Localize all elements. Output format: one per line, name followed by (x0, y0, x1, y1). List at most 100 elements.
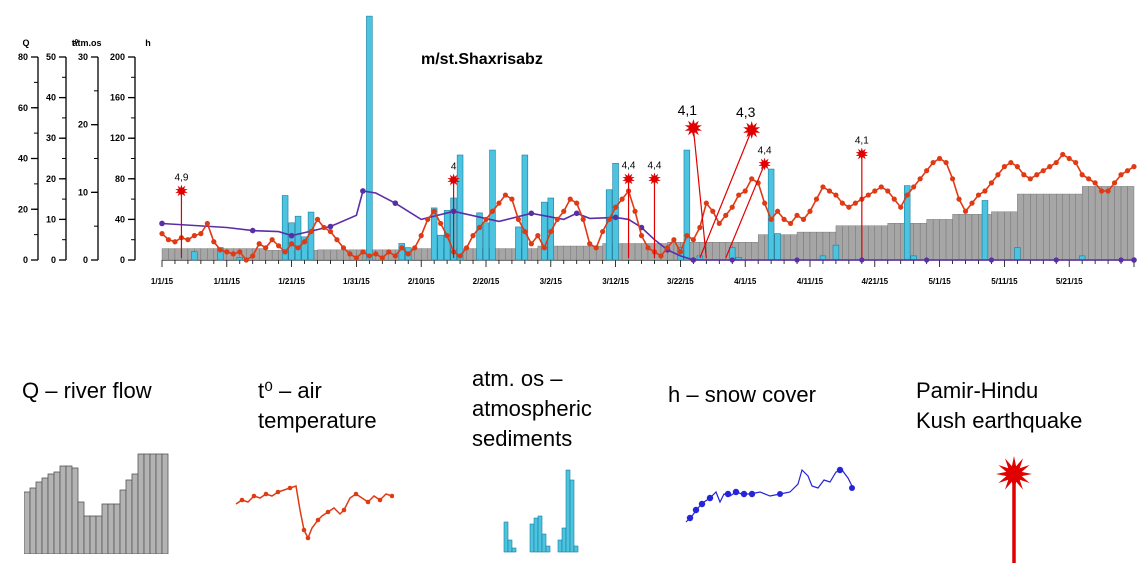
air-temperature-series (159, 151, 1137, 263)
temperature-point (463, 245, 470, 251)
sediment-bar (774, 233, 781, 261)
flow-bar (1030, 193, 1037, 261)
temperature-point (528, 241, 534, 247)
temperature-point (677, 249, 684, 255)
temperature-point (561, 208, 567, 214)
temperature-point (360, 249, 366, 255)
temperature-point (185, 237, 191, 243)
earthquake-star (447, 173, 460, 187)
temperature-point (781, 216, 787, 222)
flow-bar (1088, 186, 1096, 261)
flow-bar (583, 245, 590, 261)
temperature-point (658, 253, 664, 259)
earthquake-magnitude-label: 4,4 (648, 161, 662, 172)
sediment-bar (294, 215, 302, 261)
flow-bar (1049, 193, 1057, 261)
axis-tick-label: 30 (46, 133, 56, 143)
temperature-point (1099, 188, 1105, 194)
temperature-point (820, 184, 826, 190)
temperature-point (301, 239, 308, 245)
snow-cover-point (327, 223, 334, 230)
flow-bar (868, 225, 876, 261)
legend-atm-label: atm. os – atmospheric sediments (472, 364, 592, 454)
sediment-bar (515, 226, 522, 261)
temperature-point (1111, 180, 1118, 186)
temperature-point (373, 251, 379, 257)
temperature-point (191, 233, 197, 239)
axis-title-1: t⁰ (72, 38, 79, 48)
snow-cover-point (159, 220, 165, 227)
axis-tick-label: 0 (51, 255, 56, 265)
sediment-bar (191, 251, 198, 261)
flow-bar (271, 250, 279, 261)
sediment-bar (489, 149, 496, 261)
snow-cover-point (392, 200, 399, 206)
temperature-point (392, 253, 398, 259)
sediment-bar (541, 201, 548, 261)
temperature-point (399, 245, 405, 251)
x-tick-label: 3/12/15 (602, 277, 629, 286)
snow-cover-point (924, 257, 930, 263)
temperature-point (898, 204, 904, 210)
temperature-point (489, 208, 496, 214)
flow-bar (965, 214, 973, 261)
temperature-point (729, 204, 735, 210)
temperature-point (541, 245, 547, 251)
temperature-point (723, 212, 729, 218)
temperature-point (217, 247, 223, 253)
axis-title-2: atm.os (72, 38, 101, 48)
snow-cover-point (794, 257, 800, 263)
x-tick-label: 5/21/15 (1056, 277, 1083, 286)
axis-tick-label: 80 (18, 52, 28, 62)
temperature-point (1014, 164, 1020, 170)
temperature-point (237, 249, 243, 255)
temperature-point (308, 228, 314, 235)
legend-q-line-1: Q – river flow (22, 378, 152, 403)
axis-tick-label: 20 (78, 120, 88, 130)
temperature-point (664, 245, 671, 251)
legend-q-swatch (24, 453, 169, 554)
temperature-point (1079, 172, 1085, 178)
temperature-point (386, 249, 392, 255)
flow-bar (790, 234, 798, 261)
earthquake-magnitude-label: 4 (451, 162, 457, 173)
sediment-bar (1014, 247, 1021, 261)
snow-cover-point (528, 210, 535, 217)
flow-bar (1127, 186, 1135, 261)
temperature-point (606, 216, 612, 222)
axis-tick-label: 0 (83, 255, 88, 265)
temperature-point (353, 255, 359, 261)
flow-bar (1056, 193, 1063, 261)
temperature-point (483, 216, 489, 222)
axis-tick-label: 10 (78, 187, 88, 197)
temperature-point (710, 208, 716, 214)
earthquake-star (648, 172, 661, 186)
temperature-point (632, 208, 638, 214)
flow-bar (997, 211, 1005, 261)
legend-t-swatch (235, 485, 394, 541)
temperature-point (937, 155, 943, 162)
temperature-point (159, 231, 165, 237)
temperature-point (962, 208, 969, 214)
x-tick-label: 1/1/15 (151, 277, 174, 286)
x-tick-label: 4/1/15 (734, 277, 757, 286)
flow-bar (945, 219, 953, 261)
earthquake-star (622, 172, 635, 186)
snow-cover-point (573, 210, 580, 217)
flow-bar (200, 248, 208, 261)
legend-eq-line-1: Pamir-Hindu (916, 378, 1039, 403)
flow-bar (1036, 193, 1044, 261)
snow-cover-point (988, 257, 995, 263)
axis-title-3: h (145, 38, 151, 48)
temperature-point (535, 233, 541, 239)
snow-cover-point (1131, 257, 1137, 263)
sediment-bar (301, 236, 308, 261)
temperature-point (522, 228, 528, 235)
flow-bar (887, 223, 895, 261)
axis-tick-label: 40 (46, 93, 56, 103)
snow-cover-point (729, 257, 735, 263)
flow-bar (466, 248, 474, 261)
snow-cover-point (360, 188, 366, 194)
sediment-bar (832, 244, 840, 261)
x-tick-label: 4/21/15 (861, 277, 888, 286)
